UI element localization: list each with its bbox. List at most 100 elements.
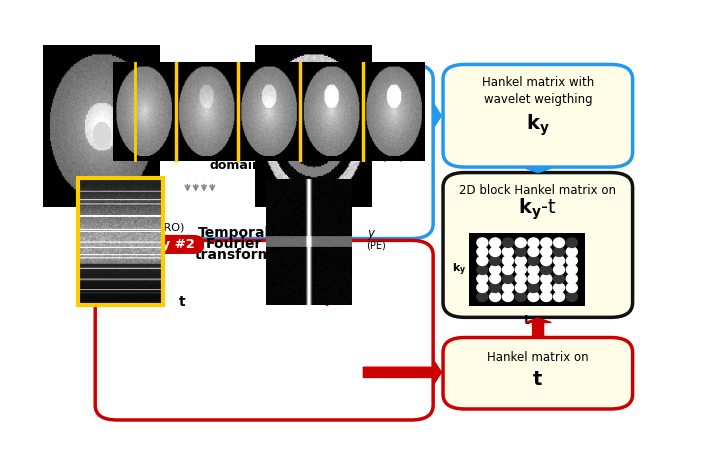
FancyBboxPatch shape	[95, 240, 433, 420]
Ellipse shape	[528, 292, 539, 301]
Ellipse shape	[554, 292, 564, 301]
Text: Hankel matrix on: Hankel matrix on	[487, 351, 588, 364]
Text: $\mathbf{k_y}$: $\mathbf{k_y}$	[452, 261, 467, 278]
Ellipse shape	[528, 265, 539, 275]
Text: y: y	[104, 135, 111, 149]
Ellipse shape	[477, 265, 488, 275]
Ellipse shape	[477, 292, 488, 301]
Ellipse shape	[554, 256, 564, 266]
Text: y: y	[367, 227, 374, 240]
Text: Fourier: Fourier	[206, 237, 262, 251]
FancyBboxPatch shape	[443, 173, 632, 317]
FancyBboxPatch shape	[99, 235, 204, 254]
FancyArrow shape	[525, 318, 552, 336]
Ellipse shape	[566, 292, 577, 301]
Ellipse shape	[503, 265, 513, 275]
Ellipse shape	[541, 238, 552, 248]
FancyBboxPatch shape	[469, 233, 585, 307]
Ellipse shape	[566, 256, 577, 266]
Ellipse shape	[477, 256, 488, 266]
Ellipse shape	[477, 283, 488, 292]
FancyArrow shape	[222, 147, 266, 166]
Text: (PE): (PE)	[124, 258, 143, 268]
Ellipse shape	[554, 247, 564, 257]
Text: 2D block Hankel matrix on: 2D block Hankel matrix on	[459, 184, 616, 197]
Ellipse shape	[503, 247, 513, 257]
Ellipse shape	[566, 265, 577, 275]
Text: spectrum: spectrum	[90, 228, 143, 238]
Ellipse shape	[490, 265, 501, 275]
Text: y: y	[136, 246, 143, 256]
Text: $\mathbf{k_y}$-t: $\mathbf{k_y}$-t	[518, 197, 557, 222]
Ellipse shape	[490, 292, 501, 301]
Ellipse shape	[566, 274, 577, 284]
Ellipse shape	[566, 247, 577, 257]
Ellipse shape	[515, 247, 526, 257]
Ellipse shape	[515, 238, 526, 248]
Ellipse shape	[490, 283, 501, 292]
Ellipse shape	[490, 238, 501, 248]
Text: Wavelet: Wavelet	[208, 147, 264, 160]
Text: domain: domain	[210, 159, 262, 172]
Text: T2: T2	[123, 109, 142, 122]
Ellipse shape	[541, 256, 552, 266]
Text: Hankel matrix with: Hankel matrix with	[481, 76, 594, 89]
Text: transform: transform	[195, 248, 273, 262]
Ellipse shape	[528, 283, 539, 292]
Ellipse shape	[566, 238, 577, 248]
Text: Sparse In: Sparse In	[203, 135, 269, 148]
Text: wavelet weigthing: wavelet weigthing	[484, 93, 592, 106]
Text: Temporal: Temporal	[199, 226, 270, 240]
Text: $\mathbf{k_y}$: $\mathbf{k_y}$	[526, 112, 549, 138]
FancyArrow shape	[434, 104, 442, 128]
Ellipse shape	[528, 247, 539, 257]
FancyArrow shape	[363, 360, 442, 384]
Text: s-t: s-t	[128, 214, 143, 224]
FancyBboxPatch shape	[443, 337, 632, 409]
Text: x (RO): x (RO)	[314, 223, 350, 233]
Ellipse shape	[503, 238, 513, 248]
Ellipse shape	[515, 265, 526, 275]
Ellipse shape	[490, 247, 501, 257]
Ellipse shape	[541, 247, 552, 257]
Text: (PE): (PE)	[366, 240, 386, 250]
Ellipse shape	[541, 283, 552, 292]
Ellipse shape	[515, 256, 526, 266]
Ellipse shape	[528, 274, 539, 284]
Text: Sparsity #1: Sparsity #1	[108, 66, 195, 79]
Ellipse shape	[503, 256, 513, 266]
FancyArrow shape	[525, 167, 552, 173]
Ellipse shape	[528, 238, 539, 248]
FancyBboxPatch shape	[95, 64, 433, 238]
Ellipse shape	[503, 292, 513, 301]
Ellipse shape	[477, 247, 488, 257]
Ellipse shape	[477, 274, 488, 284]
Text: t: t	[524, 314, 530, 327]
Ellipse shape	[528, 256, 539, 266]
Ellipse shape	[503, 283, 513, 292]
Ellipse shape	[490, 256, 501, 266]
Ellipse shape	[554, 283, 564, 292]
Ellipse shape	[490, 274, 501, 284]
Ellipse shape	[554, 274, 564, 284]
Ellipse shape	[541, 292, 552, 301]
Text: f: f	[325, 295, 330, 309]
Ellipse shape	[477, 238, 488, 248]
Ellipse shape	[515, 283, 526, 292]
Text: (PE): (PE)	[381, 152, 404, 162]
Bar	[78, 178, 163, 305]
Text: x (RO): x (RO)	[149, 223, 184, 233]
FancyBboxPatch shape	[99, 63, 204, 82]
Ellipse shape	[554, 238, 564, 248]
Ellipse shape	[541, 265, 552, 275]
Text: (PE): (PE)	[91, 152, 111, 162]
Ellipse shape	[554, 265, 564, 275]
Ellipse shape	[566, 283, 577, 292]
Ellipse shape	[515, 292, 526, 301]
Ellipse shape	[503, 274, 513, 284]
Ellipse shape	[541, 274, 552, 284]
Ellipse shape	[515, 274, 526, 284]
Text: Sparsity #2: Sparsity #2	[108, 238, 195, 251]
FancyBboxPatch shape	[443, 64, 632, 167]
Text: t: t	[533, 370, 542, 389]
